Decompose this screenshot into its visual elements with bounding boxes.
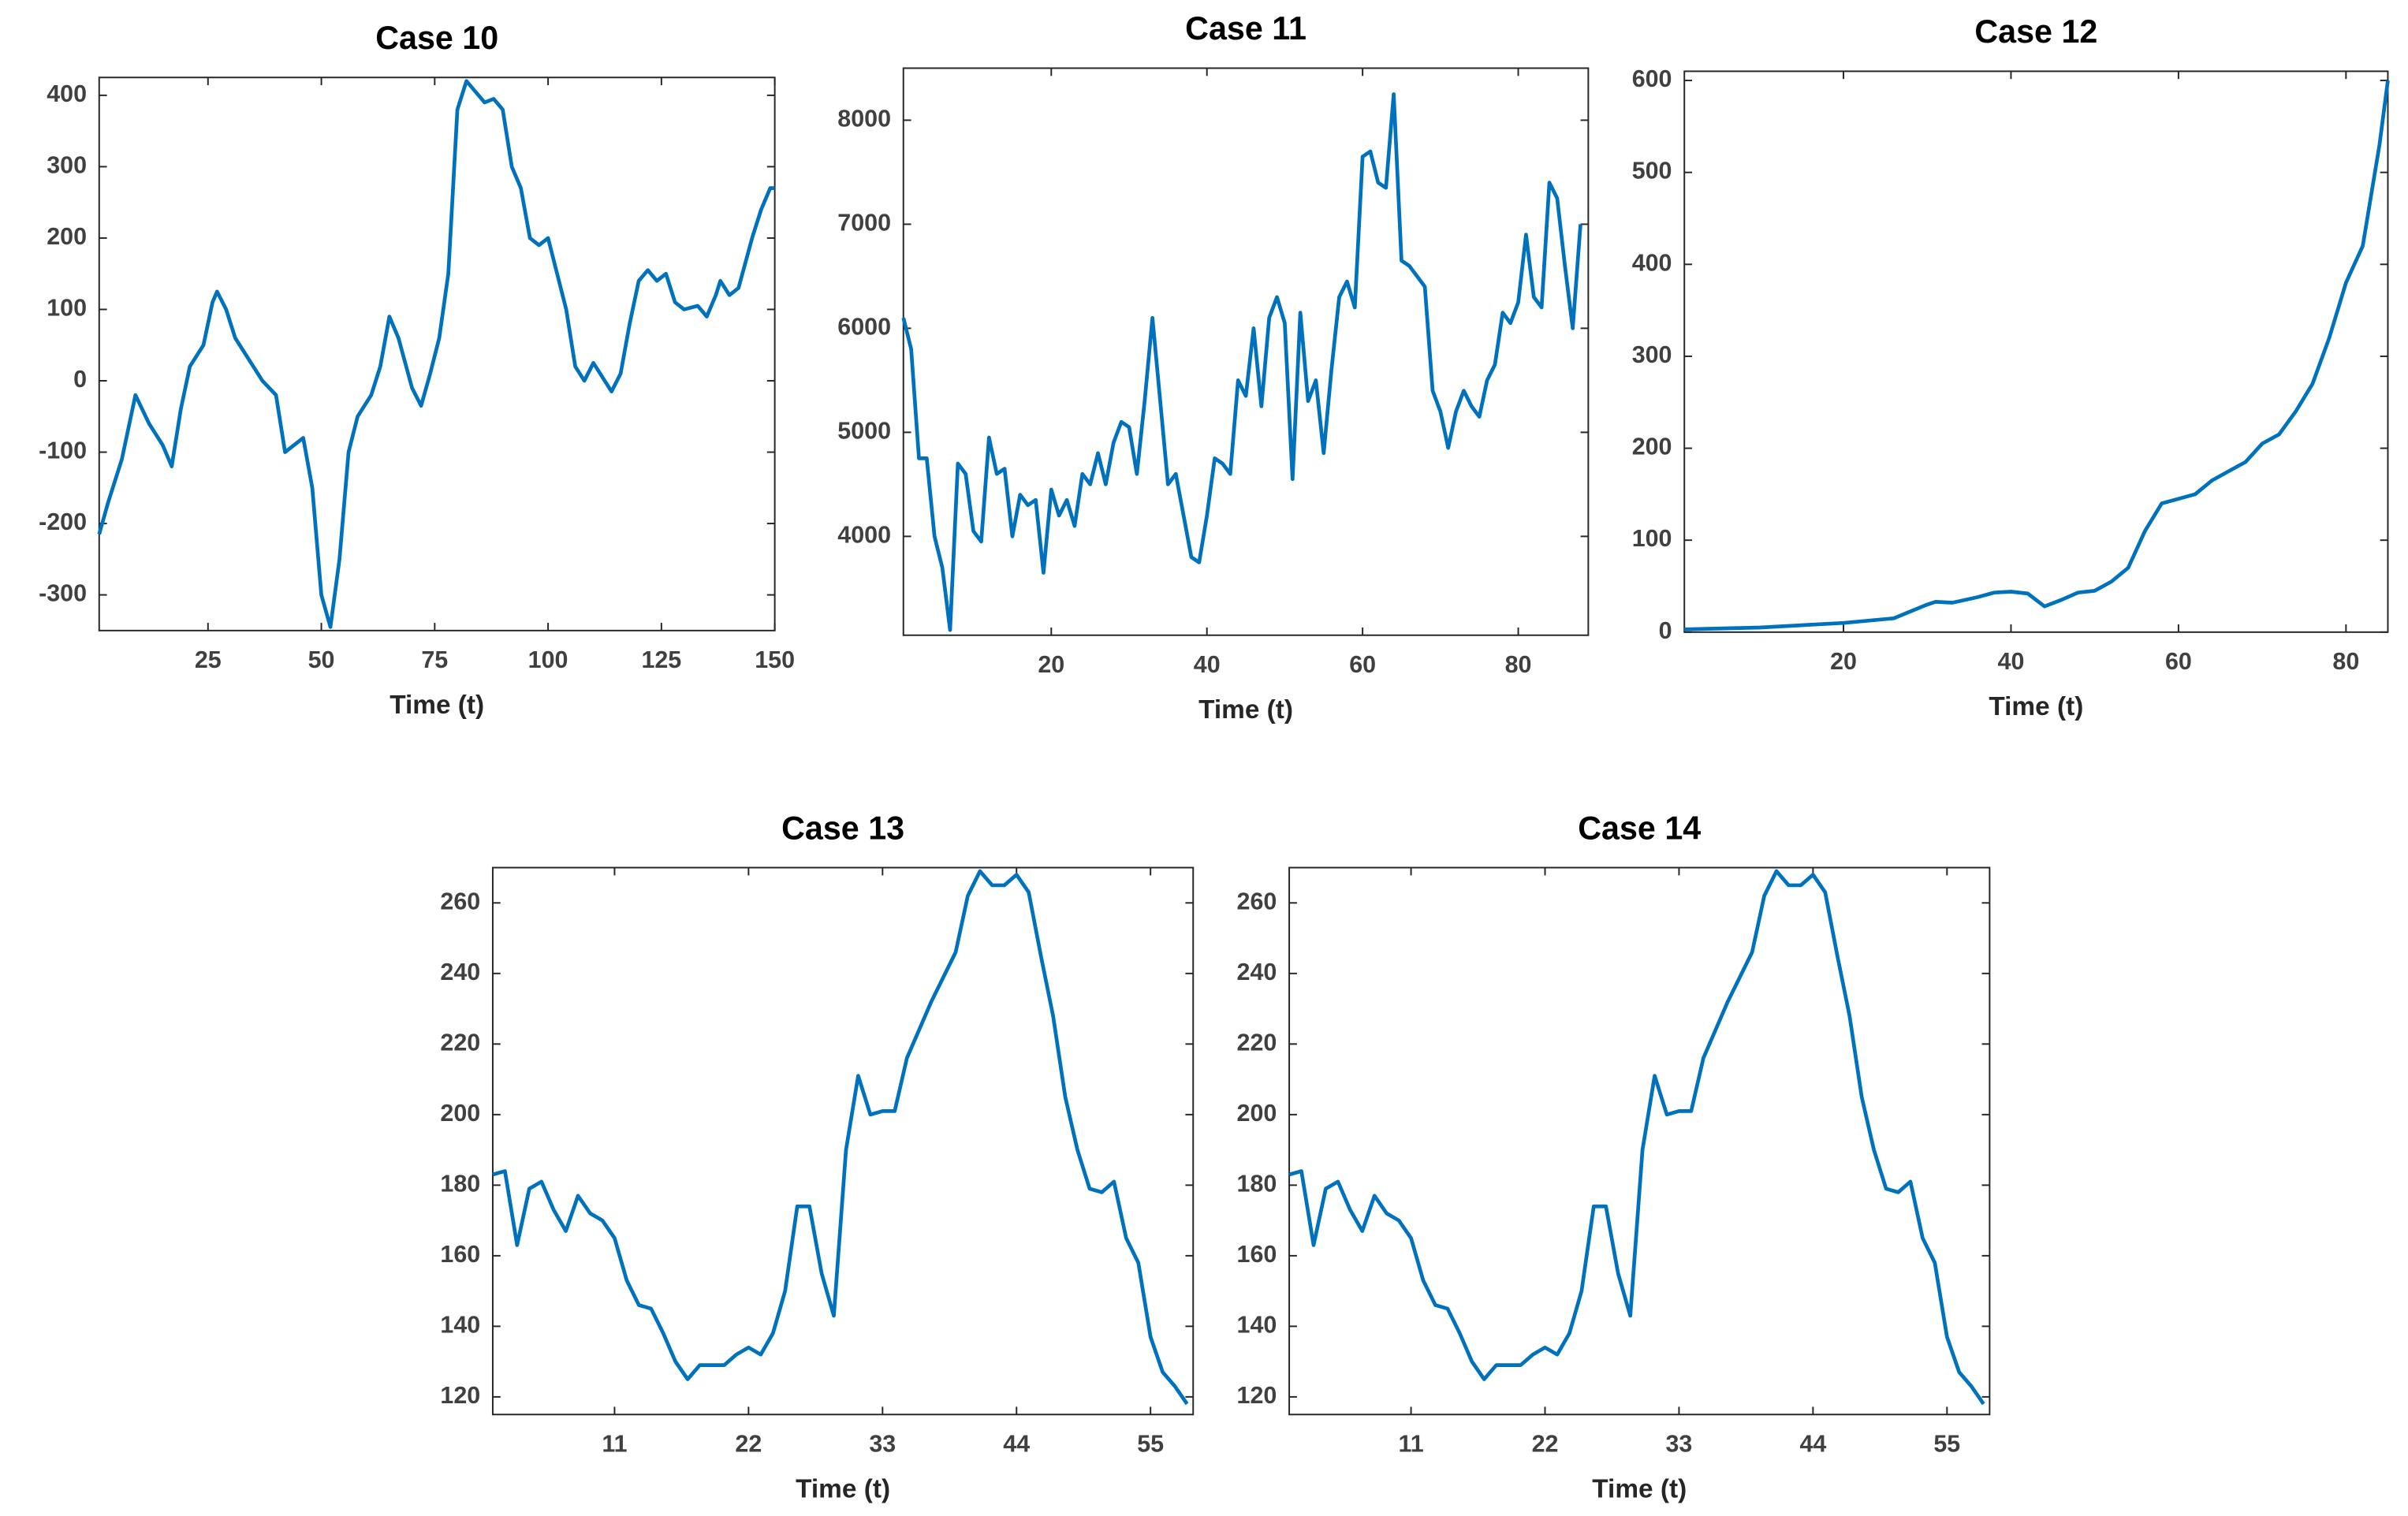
x-tick-label: 80 xyxy=(2332,648,2359,675)
x-tick-label: 22 xyxy=(1532,1431,1559,1458)
chart-panel: 20 40 60 80 0 100 200 300 400 500 600 Case 12 Time (… xyxy=(1632,13,2390,721)
x-tick-label: 11 xyxy=(602,1431,627,1458)
y-tick-label: 8000 xyxy=(837,106,891,132)
x-tick-label: 55 xyxy=(1137,1431,1164,1458)
plot-area xyxy=(1683,70,2389,633)
y-tick-label: 7000 xyxy=(837,209,891,236)
y-tick-label: -200 xyxy=(39,508,87,535)
x-axis-label: Time (t) xyxy=(390,691,484,720)
x-tick-label: 80 xyxy=(1505,651,1532,678)
x-tick-label: 60 xyxy=(1349,651,1376,678)
y-tick-label: 0 xyxy=(1659,617,1672,644)
y-tick-label: 300 xyxy=(1632,341,1672,368)
x-tick-label: 100 xyxy=(528,646,568,673)
data-line xyxy=(1288,869,1985,1406)
y-tick-label: -300 xyxy=(39,580,87,607)
x-tick-label: 40 xyxy=(1194,651,1221,678)
y-tick-label: 600 xyxy=(1632,65,1672,92)
y-tick-label: 180 xyxy=(440,1170,480,1197)
y-tick-label: -100 xyxy=(39,438,87,464)
x-tick-label: 125 xyxy=(641,646,681,673)
y-tick-label: 300 xyxy=(47,151,87,178)
x-tick-label: 55 xyxy=(1933,1431,1960,1458)
data-line xyxy=(1684,80,2390,631)
y-tick-label: 120 xyxy=(1237,1382,1277,1409)
x-tick-label: 20 xyxy=(1038,651,1064,678)
x-axis-label: Time (t) xyxy=(1989,692,2083,721)
y-tick-label: 400 xyxy=(1632,249,1672,276)
y-tick-label: 200 xyxy=(1237,1100,1277,1127)
x-tick-label: 20 xyxy=(1830,648,1857,675)
chart-title: Case 10 xyxy=(375,20,498,56)
y-tick-label: 220 xyxy=(1237,1029,1277,1056)
y-tick-label: 200 xyxy=(1632,434,1672,460)
x-tick-label: 50 xyxy=(308,646,335,673)
y-tick-label: 0 xyxy=(73,366,87,393)
x-axis-label: Time (t) xyxy=(796,1474,890,1503)
y-tick-label: 240 xyxy=(1237,959,1277,985)
data-line xyxy=(97,79,775,629)
x-tick-label: 11 xyxy=(1398,1431,1423,1458)
chart-title: Case 12 xyxy=(1974,13,2097,50)
x-tick-label: 40 xyxy=(1998,648,2025,675)
chart-panel: 25 50 75 100 125 150 -300 -200 -100 0 100 200 300 400… xyxy=(39,20,795,720)
x-tick-label: 75 xyxy=(421,646,448,673)
x-tick-label: 22 xyxy=(735,1431,762,1458)
y-tick-label: 5000 xyxy=(837,417,891,444)
data-line xyxy=(492,869,1189,1406)
x-tick-label: 33 xyxy=(1666,1431,1693,1458)
y-tick-label: 220 xyxy=(440,1029,480,1056)
y-tick-label: 160 xyxy=(440,1241,480,1268)
y-tick-label: 500 xyxy=(1632,158,1672,184)
y-tick-label: 4000 xyxy=(837,521,891,548)
y-tick-label: 240 xyxy=(440,959,480,985)
y-tick-label: 100 xyxy=(47,295,87,322)
y-tick-label: 6000 xyxy=(837,313,891,340)
x-axis-label: Time (t) xyxy=(1198,695,1293,724)
chart-panel: 11 22 33 44 55 120 140 160 180 200 220 240 260 Case 1… xyxy=(1237,810,1991,1503)
chart-title: Case 14 xyxy=(1578,810,1701,846)
y-tick-label: 140 xyxy=(440,1311,480,1338)
x-tick-label: 44 xyxy=(1003,1431,1030,1458)
y-tick-label: 400 xyxy=(47,80,87,107)
x-tick-label: 150 xyxy=(755,646,795,673)
y-tick-label: 160 xyxy=(1237,1241,1277,1268)
chart-title: Case 11 xyxy=(1185,10,1307,47)
y-tick-label: 200 xyxy=(47,223,87,250)
plot-area xyxy=(902,67,1590,636)
data-line xyxy=(901,92,1582,632)
chart-panel: 20 40 60 80 4000 5000 6000 7000 8000 Case 11 Time … xyxy=(837,10,1590,724)
y-tick-label: 140 xyxy=(1237,1311,1277,1338)
y-tick-label: 260 xyxy=(440,888,480,914)
plot-area xyxy=(491,866,1195,1416)
x-tick-label: 60 xyxy=(2165,648,2192,675)
y-tick-label: 180 xyxy=(1237,1170,1277,1197)
y-tick-label: 120 xyxy=(440,1382,480,1409)
chart-title: Case 13 xyxy=(781,810,904,846)
x-axis-label: Time (t) xyxy=(1592,1474,1687,1503)
y-tick-label: 260 xyxy=(1237,888,1277,914)
y-tick-label: 100 xyxy=(1632,525,1672,552)
y-tick-label: 200 xyxy=(440,1100,480,1127)
x-tick-label: 33 xyxy=(869,1431,896,1458)
plot-area xyxy=(1288,866,1991,1416)
x-tick-label: 44 xyxy=(1799,1431,1826,1458)
x-tick-label: 25 xyxy=(195,646,222,673)
chart-panel: 11 22 33 44 55 120 140 160 180 200 220 240 260 Case 1… xyxy=(440,810,1195,1503)
